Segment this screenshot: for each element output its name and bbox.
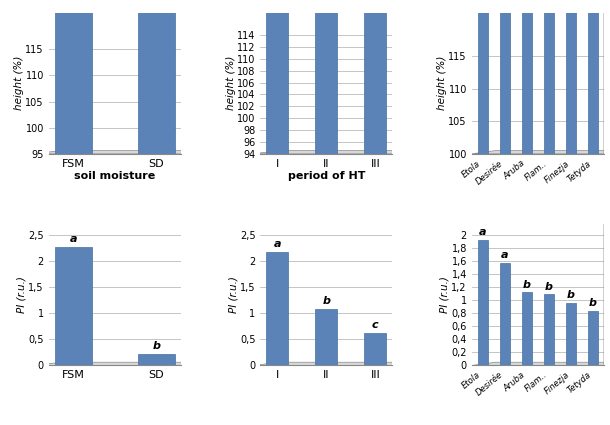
Polygon shape — [253, 150, 426, 154]
Bar — [478, 0, 487, 154]
Polygon shape — [400, 9, 426, 154]
Bar — [315, 0, 337, 154]
Bar — [55, 0, 92, 154]
Bar — [55, 247, 92, 366]
Y-axis label: height (%): height (%) — [226, 56, 235, 110]
Bar — [588, 0, 598, 154]
Bar — [138, 0, 175, 154]
Text: c: c — [372, 320, 379, 330]
Bar — [364, 0, 386, 154]
Y-axis label: PI (r.u.): PI (r.u.) — [17, 277, 27, 313]
Y-axis label: PI (r.u.): PI (r.u.) — [440, 277, 450, 313]
Polygon shape — [198, 221, 228, 366]
Polygon shape — [472, 362, 610, 365]
Text: b: b — [152, 341, 160, 351]
X-axis label: period of HT: period of HT — [287, 172, 365, 181]
Polygon shape — [32, 362, 228, 365]
Bar — [544, 0, 554, 154]
Bar — [566, 0, 576, 154]
Text: b: b — [545, 282, 553, 292]
Bar — [500, 0, 510, 154]
Polygon shape — [32, 150, 228, 154]
Bar — [500, 263, 510, 366]
Bar — [364, 333, 386, 366]
Text: a: a — [273, 239, 281, 249]
Text: b: b — [567, 290, 575, 300]
Polygon shape — [253, 362, 426, 365]
Text: a: a — [70, 234, 77, 244]
Y-axis label: height (%): height (%) — [14, 56, 24, 110]
Polygon shape — [472, 150, 610, 154]
Polygon shape — [604, 221, 610, 366]
Text: b: b — [523, 280, 531, 290]
Polygon shape — [198, 9, 228, 154]
Bar — [522, 0, 532, 154]
Text: b: b — [322, 297, 331, 306]
Text: a: a — [479, 227, 486, 238]
Y-axis label: PI (r.u.): PI (r.u.) — [228, 277, 239, 313]
Bar — [138, 354, 175, 366]
X-axis label: soil moisture: soil moisture — [74, 172, 156, 181]
Bar — [315, 309, 337, 366]
Bar — [566, 303, 576, 366]
Polygon shape — [604, 9, 610, 154]
Bar — [267, 0, 289, 154]
Y-axis label: height (%): height (%) — [437, 56, 447, 110]
Polygon shape — [400, 221, 426, 366]
Bar — [522, 292, 532, 366]
Bar — [478, 240, 487, 366]
Text: a: a — [501, 250, 509, 261]
Text: b: b — [589, 298, 597, 308]
Bar — [544, 294, 554, 366]
Bar — [588, 311, 598, 366]
Bar — [267, 252, 289, 366]
